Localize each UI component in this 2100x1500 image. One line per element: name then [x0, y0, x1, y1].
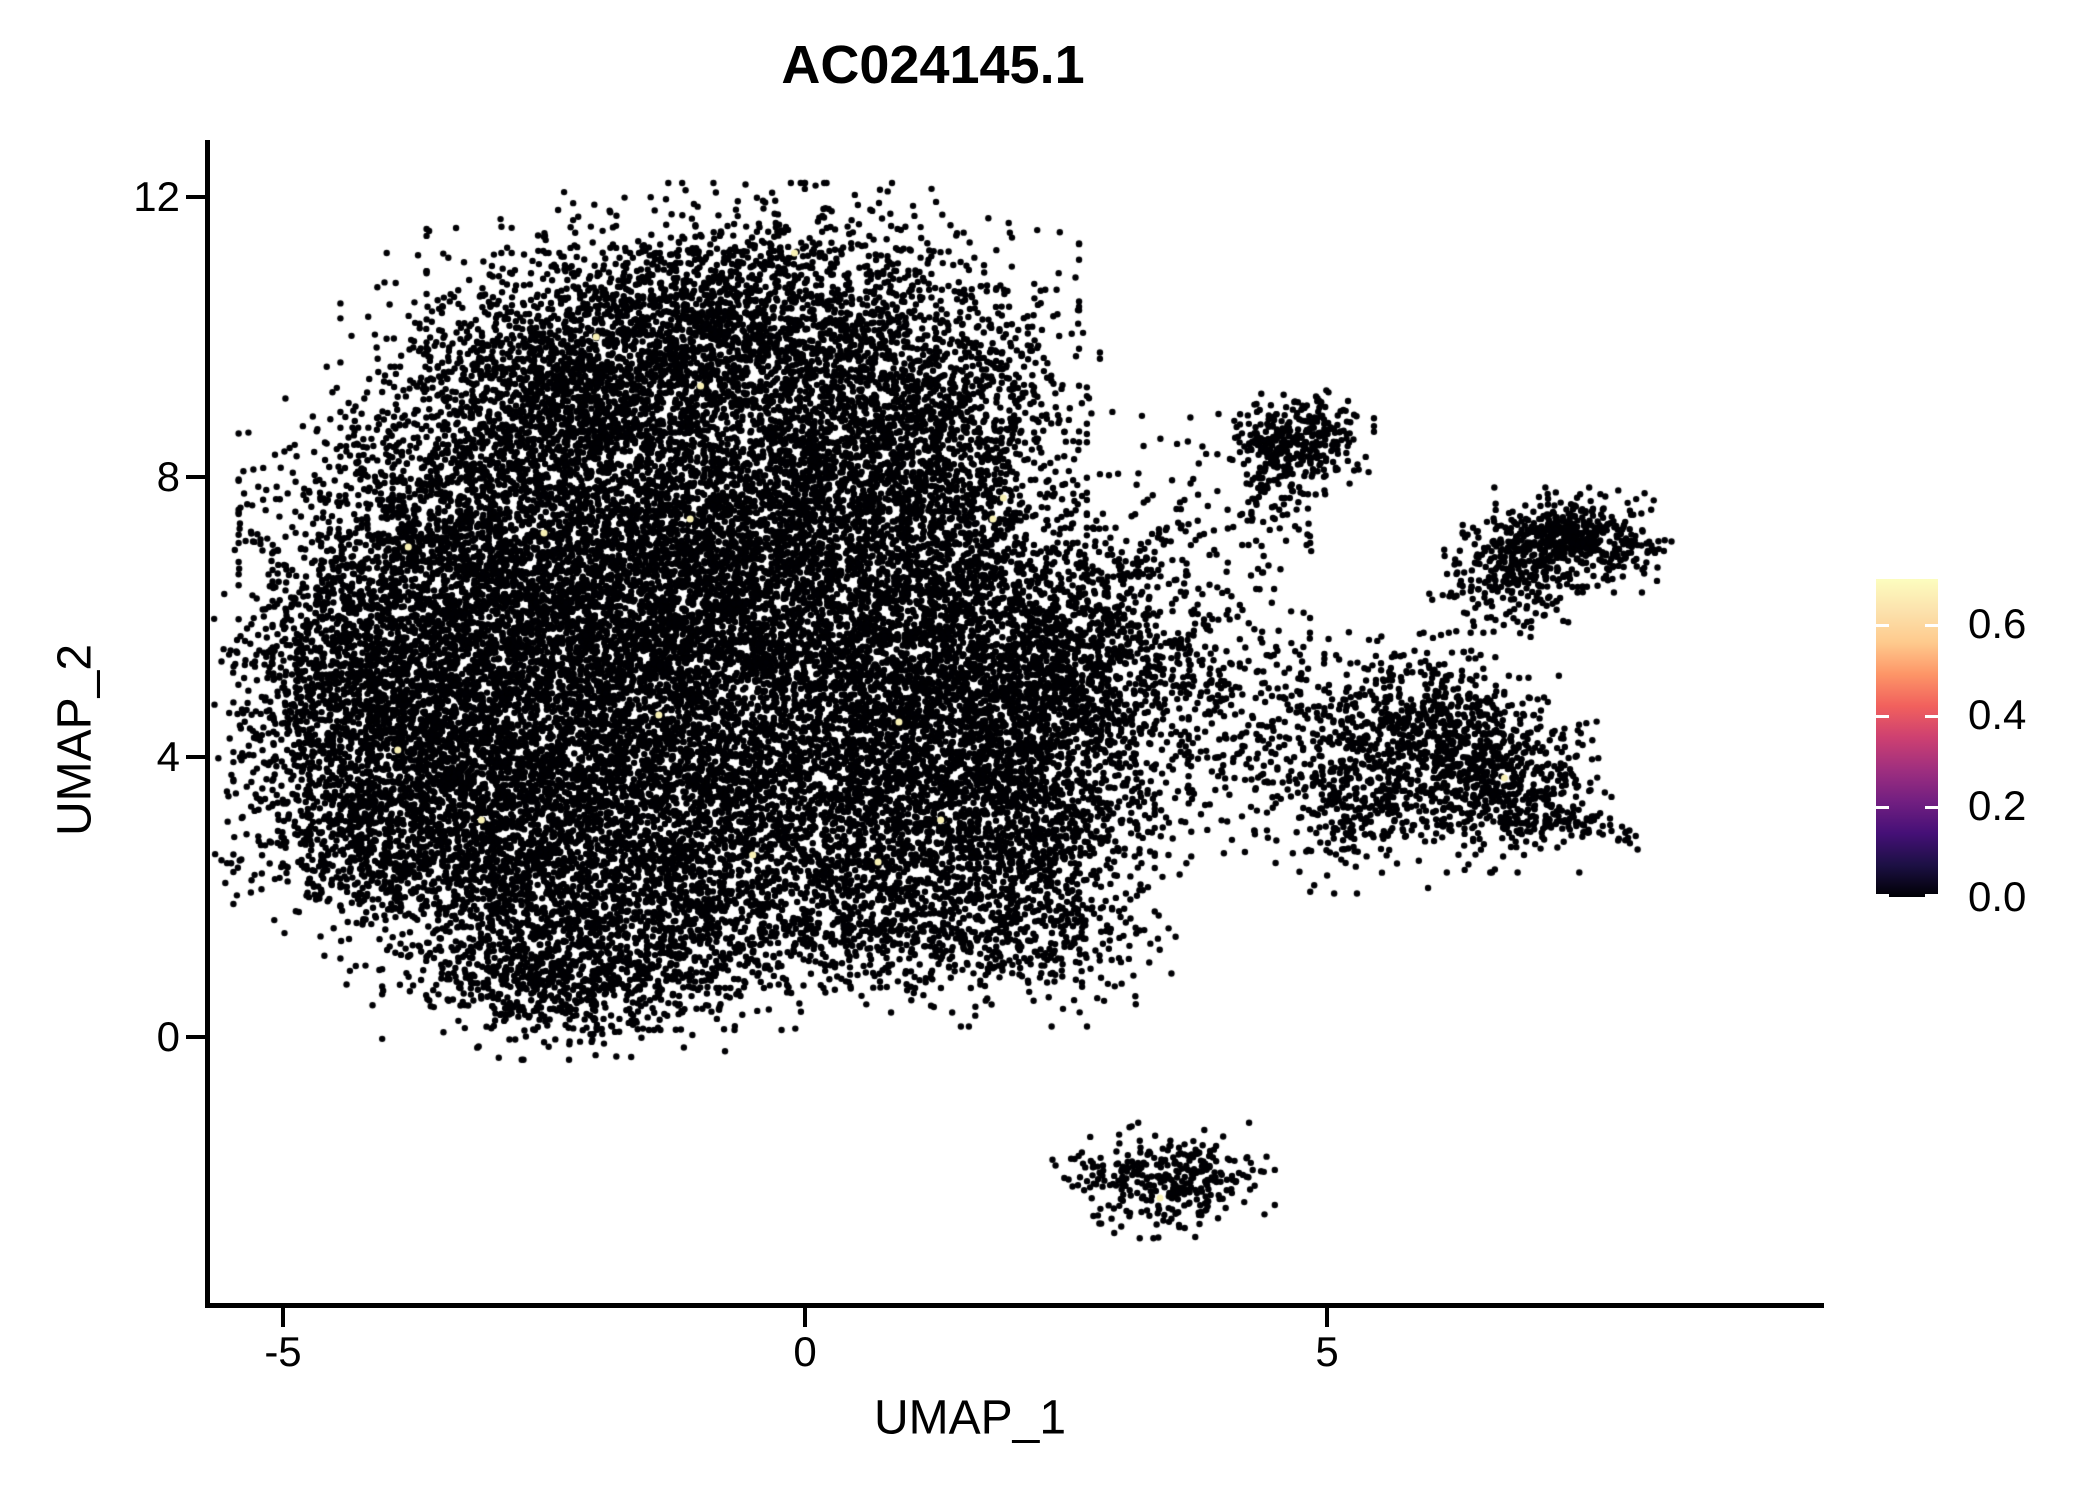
colorbar-gradient — [1876, 579, 1938, 897]
y-tick-label: 12 — [133, 173, 180, 220]
colorbar-tick-mark — [1925, 715, 1938, 719]
x-tick-mark — [803, 1308, 807, 1327]
colorbar-tick-mark — [1925, 806, 1938, 810]
x-axis-line — [205, 1303, 1824, 1308]
plot-title: AC024145.1 — [781, 35, 1085, 95]
colorbar-tick-label: 0.2 — [1968, 782, 2027, 830]
y-axis-line — [205, 140, 210, 1308]
y-tick-mark — [186, 195, 205, 199]
x-tick-mark — [1325, 1308, 1329, 1327]
x-tick-label: 0 — [793, 1328, 817, 1375]
colorbar-tick-mark — [1925, 894, 1938, 897]
colorbar-tick-mark — [1876, 715, 1889, 719]
y-tick-label: 8 — [156, 453, 180, 500]
colorbar-tick-mark — [1925, 624, 1938, 628]
colorbar-tick-label: 0.4 — [1968, 691, 2027, 739]
y-tick-label: 0 — [156, 1013, 180, 1060]
x-tick-mark — [281, 1308, 285, 1327]
x-tick-label: 5 — [1315, 1328, 1339, 1375]
y-tick-mark — [186, 475, 205, 479]
y-tick-mark — [186, 1035, 205, 1039]
x-axis-title: UMAP_1 — [873, 1391, 1067, 1445]
colorbar-tick-mark — [1876, 894, 1889, 897]
x-tick-label: -5 — [264, 1328, 302, 1375]
colorbar-tick-label: 0.6 — [1968, 600, 2027, 648]
colorbar-tick-mark — [1876, 806, 1889, 810]
colorbar-tick-label: 0.0 — [1968, 873, 2027, 920]
y-axis-title: UMAP_2 — [48, 643, 102, 837]
y-tick-mark — [186, 755, 205, 759]
colorbar-tick-mark — [1876, 624, 1889, 628]
y-tick-label: 4 — [156, 733, 180, 780]
